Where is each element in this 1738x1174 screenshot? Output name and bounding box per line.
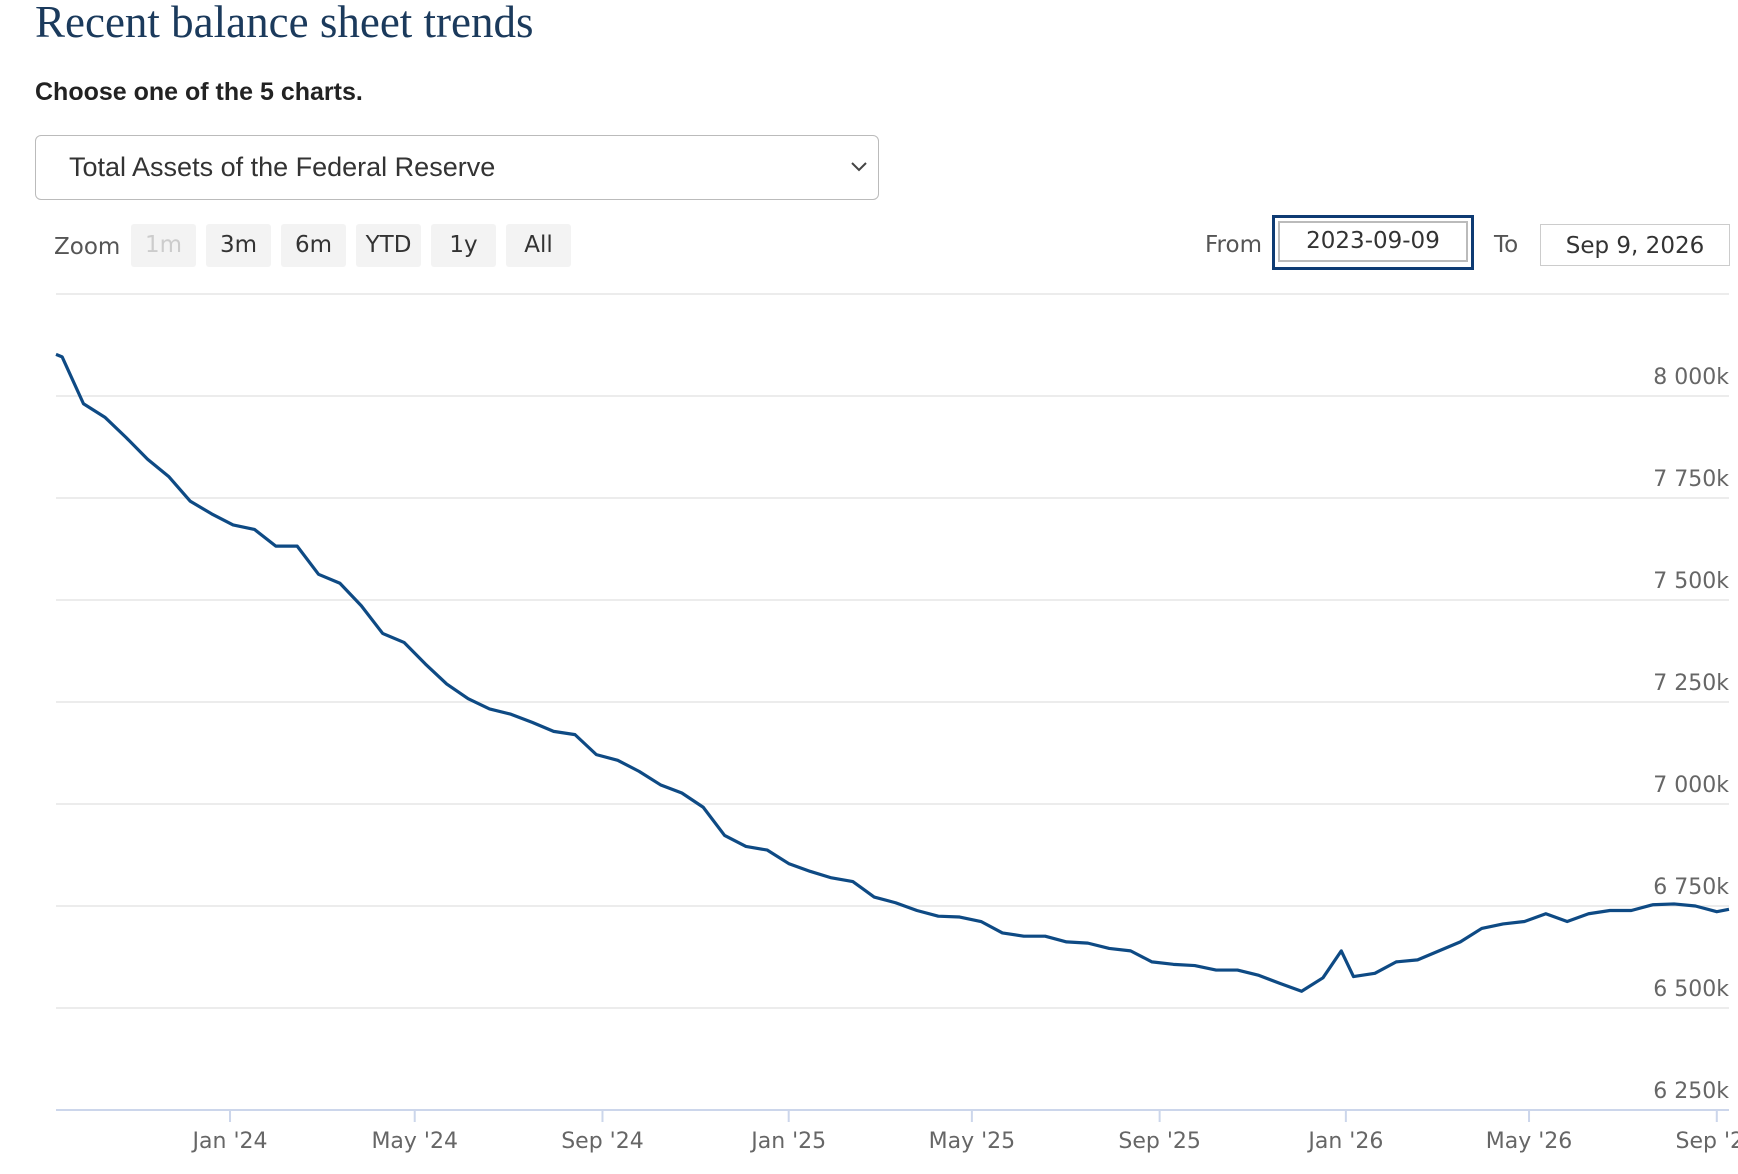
x-tick-label: May '26 <box>1486 1129 1573 1154</box>
from-value: 2023-09-09 <box>1278 221 1468 262</box>
y-tick-label: 7 250k <box>1653 671 1729 696</box>
x-tick-label: Sep '24 <box>561 1129 644 1154</box>
x-tick-label: Sep '26 <box>1676 1129 1738 1154</box>
x-tick-label: May '25 <box>929 1129 1016 1154</box>
x-tick-label: Jan '26 <box>1306 1129 1383 1154</box>
x-tick-label: Jan '24 <box>191 1129 268 1154</box>
zoom-button[interactable]: 3m <box>206 224 271 267</box>
y-tick-label: 8 000k <box>1653 365 1729 390</box>
to-input[interactable]: Sep 9, 2026 <box>1540 224 1730 266</box>
x-tick-label: May '24 <box>371 1129 458 1154</box>
from-label: From <box>1205 232 1262 258</box>
zoom-button[interactable]: All <box>506 224 571 267</box>
y-tick-label: 6 250k <box>1653 1079 1729 1104</box>
zoom-button[interactable]: YTD <box>356 224 421 267</box>
to-label: To <box>1494 232 1519 258</box>
series-line <box>55 352 1730 993</box>
prompt: Choose one of the 5 charts. <box>35 78 363 106</box>
from-input[interactable]: 2023-09-09 <box>1272 215 1474 270</box>
zoom-label: Zoom <box>54 234 121 260</box>
page-title: Recent balance sheet trends <box>35 0 534 47</box>
y-tick-label: 7 750k <box>1653 467 1729 492</box>
x-tick-label: Sep '25 <box>1118 1129 1201 1154</box>
y-tick-label: 7 000k <box>1653 773 1729 798</box>
chart-select[interactable]: Total Assets of the Federal Reserve <box>35 135 879 200</box>
zoom-button[interactable]: 1y <box>431 224 496 267</box>
y-tick-label: 6 500k <box>1653 977 1729 1002</box>
y-tick-label: 7 500k <box>1653 569 1729 594</box>
select-value: Total Assets of the Federal Reserve <box>69 152 496 182</box>
chevron <box>851 162 867 172</box>
x-tick-label: Jan '25 <box>749 1129 826 1154</box>
zoom-button[interactable]: 1m <box>131 224 196 267</box>
y-tick-label: 6 750k <box>1653 875 1729 900</box>
zoom-button[interactable]: 6m <box>281 224 346 267</box>
